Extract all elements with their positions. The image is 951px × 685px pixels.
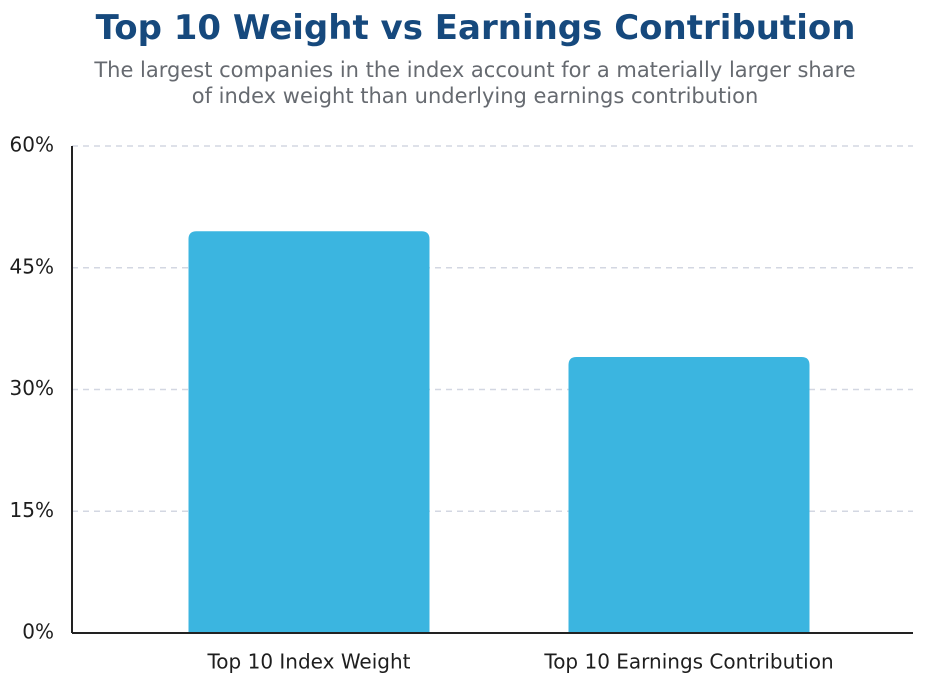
chart-subtitle: The largest companies in the index accou… [94,58,856,108]
y-tick-label: 30% [10,376,54,400]
chart-title: Top 10 Weight vs Earnings Contribution [95,8,856,48]
bar [568,357,810,633]
x-tick-label: Top 10 Earnings Contribution [543,650,833,674]
y-tick-label: 45% [10,254,54,278]
x-tick-label: Top 10 Index Weight [206,650,410,674]
y-tick-label: 15% [10,498,54,522]
bar [188,231,430,633]
y-tick-label: 0% [22,620,54,644]
y-tick-label: 60% [10,133,54,157]
